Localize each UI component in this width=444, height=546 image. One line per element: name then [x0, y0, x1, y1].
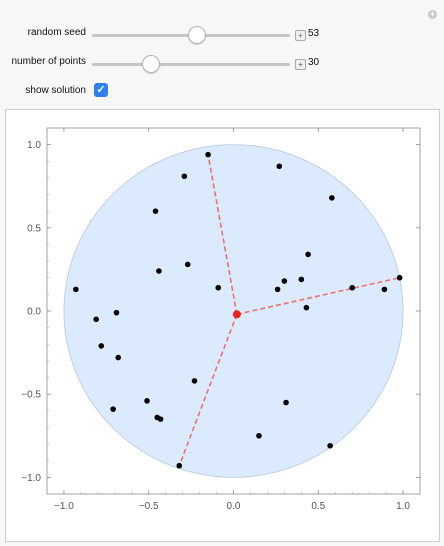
- data-point: [73, 286, 79, 293]
- y-tick-label: 0.5: [27, 223, 41, 234]
- data-point: [274, 286, 281, 293]
- controls-panel: random seed + 53 number of points + 30 s…: [0, 0, 444, 108]
- random-seed-slider-thumb[interactable]: [187, 26, 206, 44]
- number-of-points-row: number of points + 30: [0, 53, 444, 75]
- data-point: [256, 432, 262, 439]
- y-tick-label: 0.0: [27, 307, 41, 318]
- data-point: [156, 268, 162, 274]
- solution-line: [236, 276, 400, 316]
- solution-line: [207, 154, 238, 315]
- data-point: [303, 304, 310, 311]
- solution-line: [178, 314, 238, 467]
- data-point: [115, 354, 122, 361]
- data-point: [181, 173, 188, 180]
- x-tick-label: 0.5: [311, 501, 325, 512]
- data-point: [327, 442, 333, 449]
- data-point: [298, 276, 305, 283]
- scatter-plot: −1.0 −1.0 −0.5 −0.5 0.0 0.0 0.5 0.5 1.0 1.0: [21, 127, 421, 512]
- data-point: [144, 398, 150, 404]
- data-point: [184, 261, 191, 268]
- data-point: [281, 278, 288, 284]
- y-tick-label: 1.0: [27, 140, 41, 151]
- show-solution-checkbox[interactable]: ✓: [94, 83, 108, 97]
- data-point: [349, 284, 355, 291]
- random-seed-row: random seed + 53: [0, 24, 444, 46]
- x-tick-label: 0.0: [227, 501, 241, 512]
- center-point: [232, 310, 241, 319]
- number-of-points-stepper-icon[interactable]: +: [295, 59, 306, 70]
- data-point: [205, 151, 211, 158]
- data-point: [276, 163, 283, 170]
- data-point: [176, 462, 183, 469]
- data-point: [396, 274, 403, 281]
- x-tick-label: 1.0: [396, 501, 410, 512]
- data-point: [93, 316, 99, 323]
- number-of-points-slider-thumb[interactable]: [142, 55, 161, 73]
- random-seed-value: 53: [308, 28, 320, 39]
- data-point: [305, 251, 311, 258]
- enclosing-disk: [63, 144, 404, 478]
- data-point: [157, 416, 164, 422]
- data-point: [329, 195, 335, 201]
- plot-panel: −1.0 −1.0 −0.5 −0.5 0.0 0.0 0.5 0.5 1.0 1.0: [5, 109, 440, 542]
- y-tick-label: −0.5: [21, 390, 41, 401]
- number-of-points-label: number of points: [11, 56, 87, 67]
- data-point: [113, 309, 120, 316]
- data-point: [152, 208, 159, 214]
- number-of-points-value: 30: [308, 57, 320, 68]
- x-tick-label: −0.5: [139, 501, 159, 512]
- number-of-points-slider[interactable]: [92, 63, 290, 66]
- random-seed-label: random seed: [27, 27, 86, 38]
- data-point: [110, 406, 116, 412]
- show-solution-label: show solution: [25, 85, 86, 96]
- x-tick-label: −1.0: [54, 501, 74, 512]
- y-tick-label: −1.0: [21, 473, 41, 484]
- data-point: [381, 286, 388, 293]
- data-point: [98, 343, 105, 349]
- add-icon[interactable]: +: [428, 9, 437, 19]
- data-point: [191, 378, 198, 384]
- random-seed-stepper-icon[interactable]: +: [295, 30, 306, 41]
- data-point: [215, 284, 222, 291]
- data-point: [283, 399, 289, 406]
